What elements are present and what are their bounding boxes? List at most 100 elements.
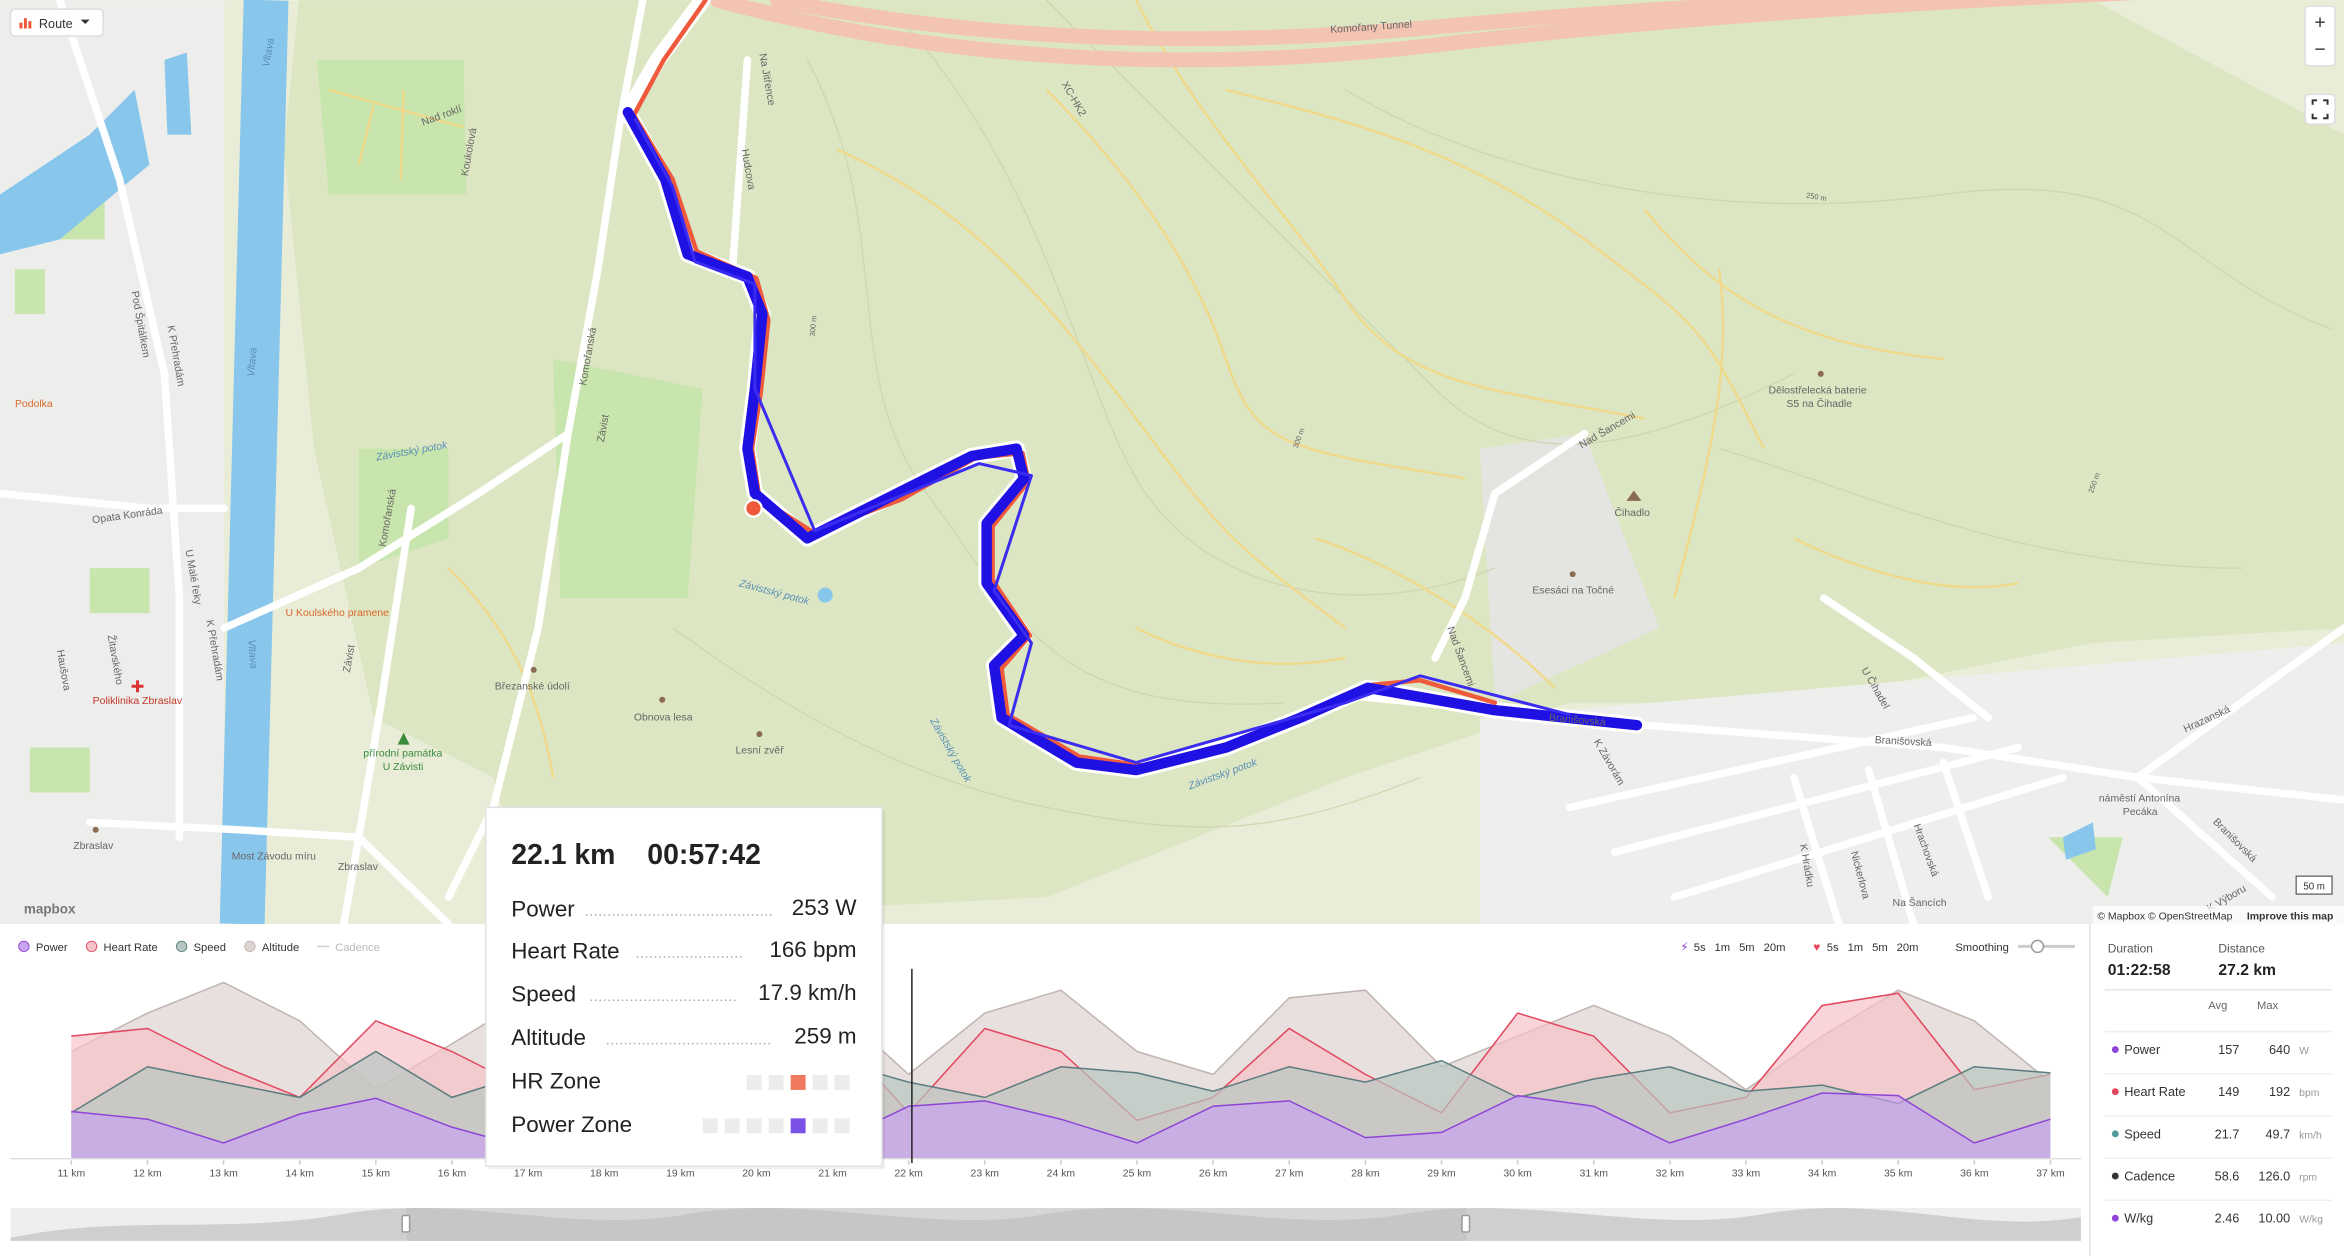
x-tick-label: 27 km xyxy=(1275,1169,1304,1180)
map-label: Lesní zvěř xyxy=(735,746,784,757)
window-button[interactable]: 5m xyxy=(1739,942,1755,954)
map-control[interactable]: Route xyxy=(39,17,73,31)
map xyxy=(728,56,752,273)
legend-label[interactable]: Heart Rate xyxy=(104,942,158,954)
map xyxy=(0,89,150,255)
map xyxy=(358,448,449,569)
map-label: Vltava xyxy=(245,639,259,669)
zone-box xyxy=(790,1118,806,1134)
legend-label[interactable]: Power xyxy=(36,942,68,954)
row-unit: rpm xyxy=(2299,1173,2317,1184)
route xyxy=(622,107,1643,776)
map-label: U Závisti xyxy=(383,762,424,773)
window-button[interactable]: 20m xyxy=(1897,942,1919,954)
window-button[interactable]: 1m xyxy=(1848,942,1864,954)
row-max: 126.0 xyxy=(2258,1170,2290,1184)
row-avg: 149 xyxy=(2218,1085,2239,1099)
map-label: 250 m xyxy=(1805,191,1827,203)
poi xyxy=(756,731,763,738)
window-button[interactable]: 5s xyxy=(1694,942,1706,954)
row-unit: W/kg xyxy=(2299,1215,2323,1226)
map xyxy=(328,88,464,180)
slider-knob[interactable] xyxy=(2030,939,2045,954)
poi xyxy=(131,680,144,693)
window-button[interactable]: 20m xyxy=(1764,942,1786,954)
tooltip: HR Zone xyxy=(511,1068,601,1093)
x-tick-label: 19 km xyxy=(666,1169,695,1180)
map-label: Obnova lesa xyxy=(634,713,693,724)
map-label: Poliklinika Zbraslav xyxy=(93,696,183,707)
map xyxy=(1673,269,1725,599)
tooltip: Power Zone xyxy=(511,1112,632,1137)
tooltip: Speed xyxy=(511,982,576,1007)
x-tick-label: 25 km xyxy=(1123,1169,1152,1180)
map xyxy=(164,52,192,135)
window-button[interactable]: 1m xyxy=(1715,942,1731,954)
map-control xyxy=(2311,99,2329,120)
x-tick-label: 16 km xyxy=(438,1169,467,1180)
map-control[interactable]: − xyxy=(2314,38,2325,60)
map-control xyxy=(80,19,90,25)
map xyxy=(2131,624,2344,901)
x-tick-label: 22 km xyxy=(894,1169,923,1180)
x-tick-label: 35 km xyxy=(1884,1169,1913,1180)
tooltip: Power xyxy=(511,897,575,922)
x-tick-label: 37 km xyxy=(2036,1169,2065,1180)
stats-panel: Duration xyxy=(2108,941,2153,955)
smoothing-label: Smoothing xyxy=(1955,942,2009,954)
map xyxy=(1046,0,1795,445)
poi xyxy=(1817,370,1824,377)
map xyxy=(1479,642,2344,924)
legend-label[interactable]: Speed xyxy=(194,942,226,954)
map-control[interactable] xyxy=(2304,93,2336,125)
x-tick-label: 15 km xyxy=(362,1169,391,1180)
map-control[interactable] xyxy=(9,8,104,37)
x-tick-label: 20 km xyxy=(742,1169,771,1180)
legend-swatch xyxy=(85,940,98,953)
map-control[interactable]: Improve this map xyxy=(2247,912,2334,923)
map xyxy=(553,358,703,599)
legend-label[interactable]: Cadence xyxy=(335,942,380,954)
window-button[interactable]: 5m xyxy=(1872,942,1888,954)
stats-panel: Avg xyxy=(2208,1000,2227,1012)
tooltip: 259 m xyxy=(794,1024,856,1049)
map-label: Branišovská xyxy=(1548,713,1606,729)
row-dot xyxy=(2111,1130,2119,1138)
map-label: Závist xyxy=(596,414,612,443)
row-avg: 21.7 xyxy=(2215,1127,2240,1141)
map-label: Závist xyxy=(342,644,358,673)
x-tick-label: 14 km xyxy=(285,1169,314,1180)
map xyxy=(14,59,2123,898)
map xyxy=(1790,758,1992,928)
legend-swatch xyxy=(244,940,256,953)
row-unit: km/h xyxy=(2299,1130,2322,1141)
map-control[interactable] xyxy=(2304,5,2336,67)
legend-label[interactable]: Altitude xyxy=(262,942,299,954)
map xyxy=(1045,88,1466,480)
x-tick-label: 17 km xyxy=(514,1169,543,1180)
map-label: přírodní památka xyxy=(363,749,442,760)
map xyxy=(29,747,90,793)
zone-box xyxy=(746,1074,762,1090)
stats-panel: Max xyxy=(2257,1000,2279,1012)
x-tick-label: 21 km xyxy=(818,1169,847,1180)
row-unit: W xyxy=(2299,1046,2309,1057)
zone-box xyxy=(790,1074,806,1090)
x-tick-label: 26 km xyxy=(1199,1169,1228,1180)
row-label: Heart Rate xyxy=(2124,1085,2185,1099)
map xyxy=(1135,626,1346,665)
map xyxy=(1431,429,1589,662)
poi xyxy=(530,666,537,673)
map-label: Podolka xyxy=(15,399,53,410)
window-button[interactable]: 5s xyxy=(1827,942,1839,954)
map-label: Na Šancích xyxy=(1893,896,1947,909)
row-avg: 58.6 xyxy=(2215,1170,2240,1184)
map xyxy=(0,489,228,513)
series-line xyxy=(71,1092,2051,1150)
map xyxy=(710,0,2138,68)
map xyxy=(85,818,453,928)
map-control: © Mapbox © OpenStreetMap xyxy=(2097,912,2232,923)
map-control[interactable]: + xyxy=(2314,12,2325,34)
tooltip: 22.1 km xyxy=(511,839,615,871)
map xyxy=(896,14,1496,596)
